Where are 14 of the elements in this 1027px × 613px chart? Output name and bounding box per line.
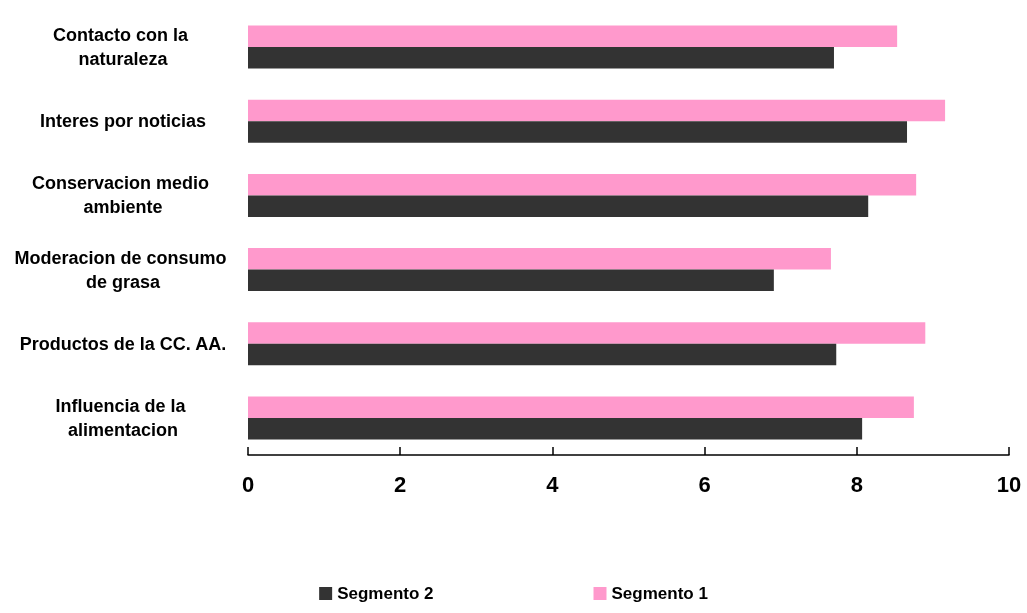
legend-label: Segmento 2 bbox=[337, 584, 434, 603]
y-tick-label: Productos de la CC. AA. bbox=[19, 333, 227, 354]
y-tick-label: Interes por noticias bbox=[39, 111, 207, 132]
x-tick-label: 0 bbox=[241, 471, 255, 497]
y-tick-label: Influencia de la alimentacion bbox=[55, 395, 191, 440]
y-tick-label: Conservacion medio ambiente bbox=[31, 173, 215, 218]
y-tick-label: Moderacion de consumo de grasa bbox=[14, 247, 232, 292]
x-tick-label: 6 bbox=[698, 471, 711, 497]
y-tick-label: Contacto con la naturaleza bbox=[52, 25, 194, 70]
x-tick-label: 2 bbox=[394, 471, 407, 497]
legend-label: Segmento 1 bbox=[611, 584, 708, 603]
x-tick-label: 4 bbox=[546, 471, 560, 497]
x-tick-label: 8 bbox=[850, 471, 863, 497]
x-tick-label: 10 bbox=[996, 471, 1022, 497]
